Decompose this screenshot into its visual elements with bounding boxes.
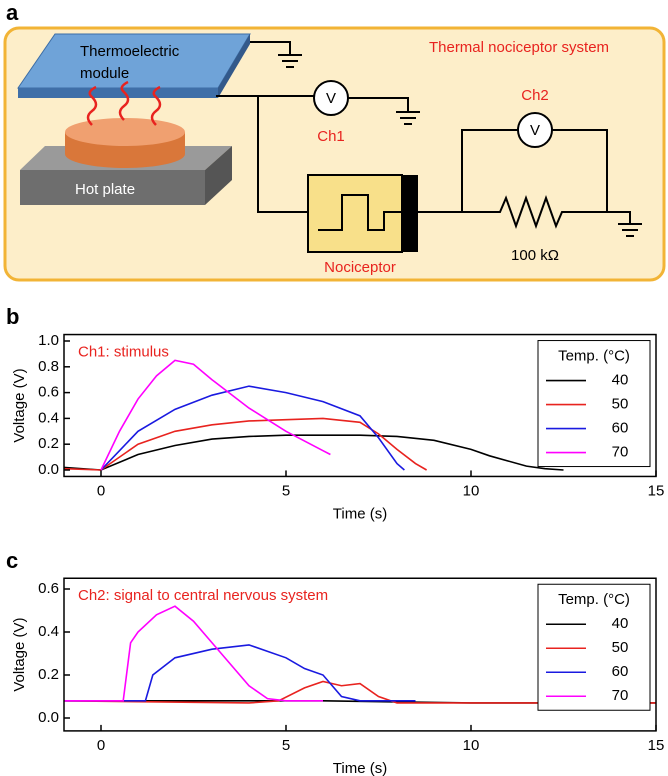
- wire: [257, 96, 308, 213]
- system-title: Thermal nociceptor system: [429, 39, 609, 56]
- annotation: Ch1: stimulus: [78, 344, 169, 361]
- x-tick-label: 10: [463, 737, 480, 754]
- y-tick-label: 1.0: [38, 332, 59, 349]
- x-tick-label: 5: [282, 482, 290, 499]
- y-tick-label: 0.2: [38, 666, 59, 683]
- legend-label: 70: [612, 444, 629, 461]
- legend: Temp. (°C) 40 50 60 70: [537, 340, 651, 468]
- nociceptor-wave: [318, 194, 402, 231]
- y-tick-label: 0.6: [38, 580, 59, 597]
- y-axis-label: Voltage (V): [11, 368, 28, 442]
- plot-frame: [63, 333, 657, 478]
- chart: b 0.0 0.2 0.4 0.6 0.8 1.0 0 5 10 15 Time (s) Voltage…: [6, 304, 664, 523]
- x-axis-label: Time (s): [333, 760, 387, 776]
- voltmeter: [517, 112, 553, 148]
- x-axis-label: Time (s): [333, 505, 387, 522]
- y-tick-label: 0.0: [38, 709, 59, 726]
- voltmeter: [313, 80, 349, 116]
- plate-label: Hot plate: [75, 181, 135, 198]
- annotation: Ch2: signal to central nervous system: [78, 587, 328, 604]
- x-tick-label: 15: [648, 482, 665, 499]
- nociceptor-bar: [402, 175, 418, 252]
- nociceptor-label: Nociceptor: [324, 259, 396, 276]
- legend-label: 40: [612, 372, 629, 389]
- plate-front: [20, 170, 205, 205]
- x-tick-label: 5: [282, 737, 290, 754]
- x-tick-label: 0: [97, 482, 105, 499]
- panel-label: a: [6, 0, 19, 25]
- data-line: [100, 385, 405, 471]
- wire: [461, 129, 608, 212]
- y-tick-label: 0.4: [38, 409, 59, 426]
- x-tick-label: 15: [648, 737, 665, 754]
- data-line: [64, 605, 323, 702]
- ground: [396, 111, 420, 125]
- y-tick-label: 0.8: [38, 358, 59, 375]
- channel-label: Ch2: [521, 87, 549, 104]
- heat-waves: [86, 80, 162, 126]
- legend-label: 40: [612, 615, 629, 632]
- module-label: Thermoelectric: [80, 43, 180, 60]
- panel-label: b: [6, 304, 19, 329]
- legend-label: 50: [612, 639, 629, 656]
- legend-label: 50: [612, 396, 629, 413]
- plate-side: [205, 146, 232, 205]
- data-line: [63, 417, 428, 471]
- legend: Temp. (°C) 40 50 60 70: [537, 583, 651, 711]
- nociceptor-box: [307, 174, 403, 253]
- voltmeter-label: V: [530, 122, 540, 139]
- y-tick-label: 0.2: [38, 435, 59, 452]
- wire: [216, 95, 409, 112]
- legend-box: [537, 340, 651, 468]
- wire: [250, 41, 291, 55]
- data-line: [64, 644, 416, 702]
- chart: c 0.0 0.2 0.4 0.6 0 5 10 15 Time (s) Voltage (V) Ch…: [6, 548, 664, 776]
- diagram: a Thermoelectric module V Ch1 Nociceptor…: [3, 0, 666, 282]
- heater-top: [65, 118, 185, 146]
- ground: [278, 54, 302, 68]
- y-axis-label: Voltage (V): [11, 617, 28, 691]
- legend-label: 60: [612, 420, 629, 437]
- module-label: module: [80, 65, 129, 82]
- y-tick-label: 0.6: [38, 384, 59, 401]
- plot-frame: [63, 577, 657, 732]
- module-front: [18, 88, 218, 98]
- ground: [618, 223, 642, 237]
- resistor-label: 100 kΩ: [511, 247, 559, 264]
- x-tick-label: 0: [97, 737, 105, 754]
- legend-label: 60: [612, 663, 629, 680]
- resistor: [418, 195, 631, 229]
- panel-label: c: [6, 548, 18, 573]
- data-line: [63, 434, 564, 471]
- channel-label: Ch1: [317, 128, 345, 145]
- y-tick-label: 0.4: [38, 623, 59, 640]
- data-line: [63, 680, 656, 704]
- voltmeter-label: V: [326, 90, 336, 107]
- y-tick-label: 0.0: [38, 461, 59, 478]
- legend-title: Temp. (°C): [558, 591, 630, 608]
- legend-label: 70: [612, 687, 629, 704]
- x-tick-label: 10: [463, 482, 480, 499]
- legend-title: Temp. (°C): [558, 348, 630, 365]
- legend-box: [537, 583, 651, 711]
- module-side: [218, 34, 250, 98]
- data-line: [100, 359, 331, 471]
